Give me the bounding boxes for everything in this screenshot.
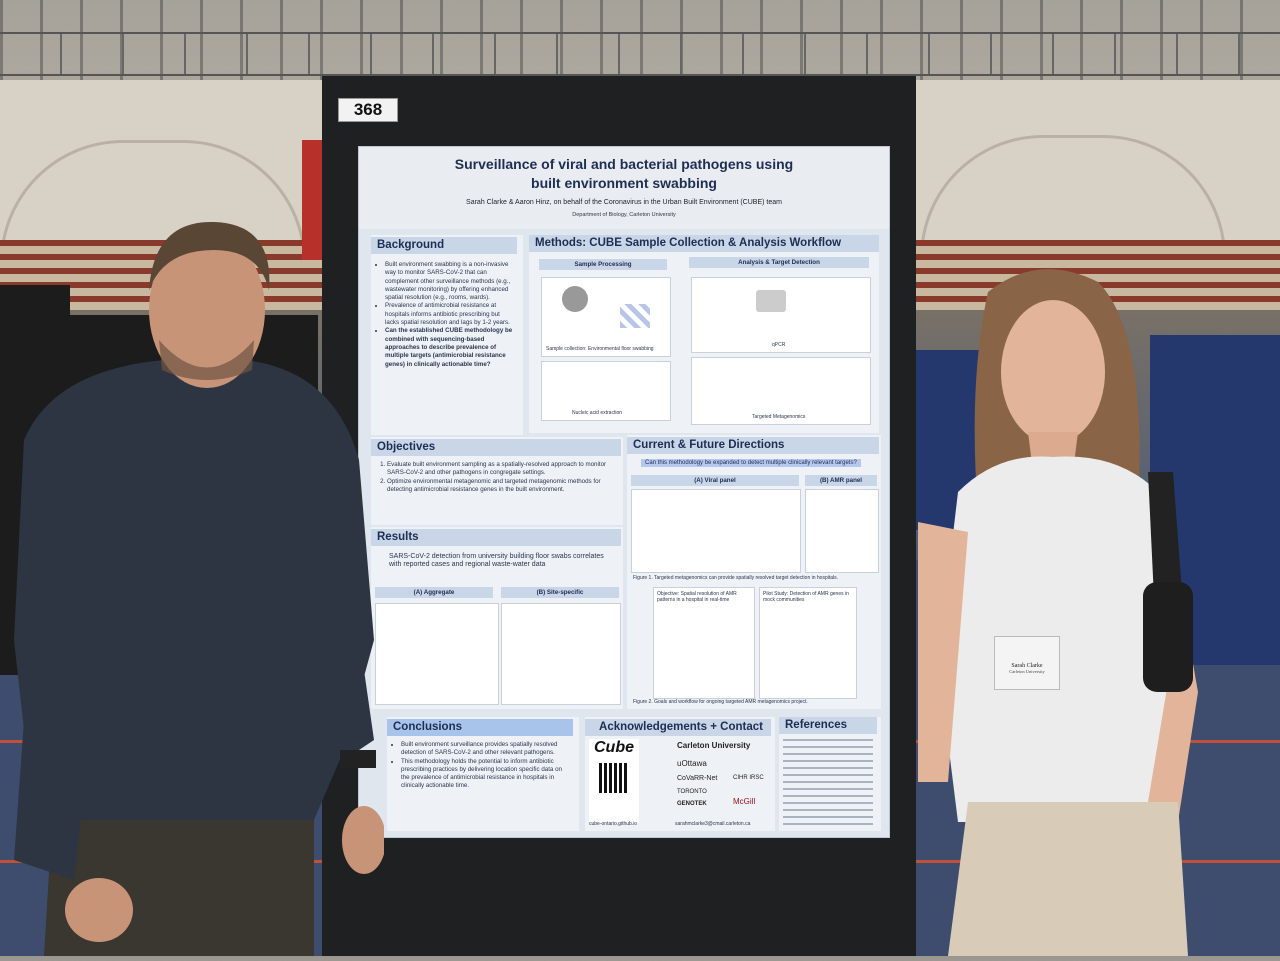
directions-heading: Current & Future Directions xyxy=(627,437,879,454)
extraction-figure: Nucleic acid extraction xyxy=(541,361,671,421)
research-poster: Surveillance of viral and bacterial path… xyxy=(358,146,890,838)
title-line-1: Surveillance of viral and bacterial path… xyxy=(454,156,794,172)
viral-panel-label: (A) Viral panel xyxy=(631,475,799,486)
aggregate-label: (A) Aggregate xyxy=(375,587,493,598)
directions-panel: Current & Future Directions Can this met… xyxy=(627,435,881,709)
poster-header: Surveillance of viral and bacterial path… xyxy=(359,147,889,229)
results-heading: Results xyxy=(371,529,621,546)
results-statement: SARS-CoV-2 detection from university bui… xyxy=(389,553,604,569)
objective-caption: Objective: Spatial resolution of AMR pat… xyxy=(657,591,737,603)
objectives-panel: Objectives Evaluate built environment sa… xyxy=(371,437,623,525)
upper-railing xyxy=(0,32,1280,76)
background-panel: Background Built environment swabbing is… xyxy=(371,235,523,435)
objectives-text: Evaluate built environment sampling as a… xyxy=(375,461,615,494)
extraction-caption: Nucleic acid extraction xyxy=(572,410,623,416)
acknowledgements-panel: Acknowledgements + Contact Cube Carleton… xyxy=(585,717,775,831)
badge-affiliation: Carleton University xyxy=(1009,669,1045,674)
cube-logo-block: Cube xyxy=(589,739,639,823)
badge-name: Sarah Clarke xyxy=(1011,663,1043,669)
amr-panel-figure xyxy=(805,489,879,573)
conclusion-bullet: This methodology holds the potential to … xyxy=(401,758,571,791)
cube-logo: Cube xyxy=(594,739,634,756)
hospital-objective-figure: Objective: Spatial resolution of AMR pat… xyxy=(653,587,755,699)
references-panel: References xyxy=(779,717,881,831)
qpcr-caption: qPCR xyxy=(772,342,786,348)
floor-grid-illustration xyxy=(620,304,650,328)
conclusions-text: Built environment surveillance provides … xyxy=(391,741,571,791)
metagenomics-figure: Targeted Metagenomics xyxy=(691,357,871,425)
acknowledgements-heading: Acknowledgements + Contact xyxy=(585,719,771,736)
qr-code xyxy=(599,763,629,793)
poster-authors: Sarah Clarke & Aaron Hinz, on behalf of … xyxy=(466,199,782,206)
swabbing-figure: Sample collection: Environmental floor s… xyxy=(541,277,671,357)
analysis-label: Analysis & Target Detection xyxy=(689,257,869,268)
uottawa-logo: uOttawa xyxy=(677,759,707,768)
conclusion-bullet: Built environment surveillance provides … xyxy=(401,741,571,758)
mcgill-logo: McGill xyxy=(733,797,756,806)
background-heading: Background xyxy=(371,237,517,254)
qpcr-figure: qPCR xyxy=(691,277,871,353)
contact-email: sarahmclarke3@cmail.carleton.ca xyxy=(675,821,751,827)
toronto-logo: TORONTO xyxy=(677,789,707,795)
site-specific-label: (B) Site-specific xyxy=(501,587,619,598)
methods-panel: Methods: CUBE Sample Collection & Analys… xyxy=(529,235,879,433)
github-url: cube-ontario.github.io xyxy=(589,821,638,827)
results-panel: Results SARS-CoV-2 detection from univer… xyxy=(371,527,623,709)
amr-panel-label: (B) AMR panel xyxy=(805,475,877,486)
directions-question: Can this methodology be expanded to dete… xyxy=(641,459,861,467)
viral-panel-figure xyxy=(631,489,801,573)
genotek-logo: GENOTEK xyxy=(677,801,707,807)
objectives-heading: Objectives xyxy=(371,439,621,456)
background-bullet: Prevalence of antimicrobial resistance a… xyxy=(385,302,513,327)
metagenomics-caption: Targeted Metagenomics xyxy=(752,414,806,420)
figure-1-caption: Figure 1. Targeted metagenomics can prov… xyxy=(633,575,839,581)
title-line-2: built environment swabbing xyxy=(531,175,717,191)
name-badge: Sarah Clarke Carleton University xyxy=(994,636,1060,690)
poster-department: Department of Biology, Carleton Universi… xyxy=(572,212,676,218)
carleton-logo: Carleton University xyxy=(677,741,751,750)
site-specific-chart xyxy=(501,603,621,705)
references-heading: References xyxy=(779,717,877,734)
background-bullet: Built environment swabbing is a non-inva… xyxy=(385,261,513,302)
covarr-logo: CoVaRR-Net xyxy=(677,775,718,782)
objective-item: Optimize environmental metagenomic and t… xyxy=(387,478,615,495)
cihr-logo: CIHR IRSC xyxy=(733,775,764,781)
pilot-caption: Pilot Study: Detection of AMR genes in m… xyxy=(763,591,849,603)
background-text: Built environment swabbing is a non-inva… xyxy=(375,261,513,369)
swabbing-caption: Sample collection: Environmental floor s… xyxy=(546,346,654,352)
conclusions-panel: Conclusions Built environment surveillan… xyxy=(387,717,579,831)
man-presenter xyxy=(14,220,386,956)
references-list xyxy=(783,739,873,825)
pilot-study-figure: Pilot Study: Detection of AMR genes in m… xyxy=(759,587,857,699)
background-bullet: Can the established CUBE methodology be … xyxy=(385,327,513,368)
poster-title: Surveillance of viral and bacterial path… xyxy=(359,147,889,193)
objective-item: Evaluate built environment sampling as a… xyxy=(387,461,615,478)
pcr-machine-illustration xyxy=(756,290,786,312)
methods-heading: Methods: CUBE Sample Collection & Analys… xyxy=(529,235,879,252)
person-illustration xyxy=(562,286,588,312)
aggregate-chart xyxy=(375,603,499,705)
figure-2-caption: Figure 2. Goals and workflow for ongoing… xyxy=(633,699,808,705)
sample-processing-label: Sample Processing xyxy=(539,259,667,270)
conclusions-heading: Conclusions xyxy=(387,719,573,736)
poster-number: 368 xyxy=(338,98,398,122)
woman-presenter xyxy=(908,262,1218,956)
